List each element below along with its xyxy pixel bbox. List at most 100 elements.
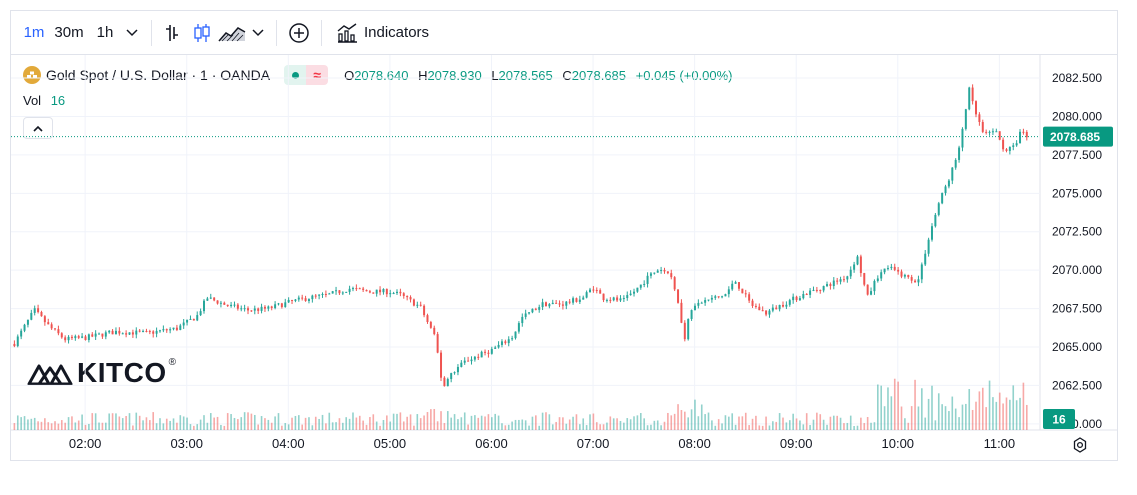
candle-body	[582, 297, 585, 300]
volume-bar	[795, 418, 798, 430]
candle-body	[81, 336, 84, 338]
candle-body	[798, 298, 801, 301]
candle-body	[592, 289, 595, 291]
volume-bar	[182, 416, 185, 430]
volume-legend: Vol 16	[23, 93, 65, 108]
candle-body	[13, 343, 16, 347]
candle-body	[260, 306, 263, 311]
interval-30m-button[interactable]: 30m	[54, 24, 84, 41]
candle-body	[900, 271, 903, 277]
candle-body	[920, 264, 923, 280]
volume-bar	[291, 417, 293, 430]
symbol-title[interactable]: Gold Spot / U.S. Dollar · 1 · OANDA	[46, 67, 271, 83]
volume-bar	[328, 412, 331, 430]
area-chart-type-icon[interactable]	[216, 18, 248, 48]
candle-body	[355, 288, 358, 290]
interval-dropdown-chevron-icon[interactable]	[121, 18, 143, 48]
candle-body	[643, 283, 646, 285]
volume-bar	[484, 416, 486, 430]
candle-body	[792, 296, 795, 301]
volume-bar	[274, 416, 276, 430]
chart-type-dropdown-chevron-icon[interactable]	[248, 18, 268, 48]
volume-bar	[846, 422, 849, 430]
market-status-badge[interactable]: ≈	[284, 65, 329, 85]
interval-1m-button[interactable]: 1m	[23, 24, 45, 41]
candle-body	[670, 273, 673, 278]
candle-body	[125, 333, 128, 335]
x-tick-label: 05:00	[374, 436, 407, 451]
candle-body	[318, 294, 321, 296]
candle-body	[142, 330, 145, 332]
candle-body	[741, 288, 744, 294]
candle-body	[54, 328, 57, 330]
candle-body	[219, 302, 222, 304]
volume-bar	[690, 409, 693, 430]
candle-body	[585, 292, 588, 298]
candle-body	[941, 192, 944, 204]
volume-bar	[931, 385, 933, 430]
toolbar-divider	[151, 19, 152, 46]
volume-bar	[551, 424, 554, 430]
candle-body	[826, 284, 829, 287]
volume-bar	[761, 425, 764, 430]
volume-bar	[298, 415, 300, 430]
volume-bar	[866, 417, 869, 430]
collapse-legend-button[interactable]	[23, 117, 53, 139]
candle-body	[257, 308, 260, 311]
candle-body	[870, 291, 873, 295]
interval-1h-button[interactable]: 1h	[96, 24, 114, 41]
indicators-icon	[336, 22, 358, 43]
bar-chart-type-icon[interactable]	[160, 18, 188, 48]
candle-body	[866, 284, 869, 295]
x-tick-label: 11:00	[984, 436, 1016, 451]
volume-bar	[907, 422, 910, 430]
volume-bar	[677, 404, 679, 430]
candle-body	[57, 329, 60, 334]
volume-value: 16	[50, 93, 66, 108]
chevron-up-icon	[33, 125, 43, 132]
candle-body	[277, 303, 280, 305]
candle-body	[954, 159, 957, 168]
volume-bar	[755, 415, 757, 430]
volume-bar	[819, 414, 822, 430]
volume-bar	[802, 424, 805, 430]
data-delay-icon: ≈	[306, 65, 329, 85]
candle-body	[203, 300, 206, 312]
candle-body	[409, 297, 412, 300]
candle-body	[605, 299, 608, 301]
volume-bar	[1025, 404, 1028, 430]
kitco-logo-icon	[27, 360, 73, 386]
volume-bar	[213, 417, 215, 430]
candle-body	[473, 356, 476, 360]
candle-body	[795, 296, 798, 301]
volume-bar	[941, 404, 943, 430]
volume-bar	[318, 418, 320, 430]
candle-body	[155, 330, 158, 334]
candles-chart-type-icon[interactable]	[188, 18, 216, 48]
volume-bar	[626, 418, 629, 430]
candle-body	[568, 301, 571, 303]
volume-bar	[145, 417, 148, 430]
volume-bar	[193, 425, 195, 430]
compare-add-symbol-icon[interactable]	[285, 18, 313, 48]
volume-bar	[768, 425, 771, 430]
settings-gear-icon[interactable]	[1072, 437, 1088, 453]
candle-body	[172, 327, 175, 330]
candle-body	[609, 299, 612, 301]
volume-bar	[504, 425, 507, 430]
candle-body	[538, 307, 541, 310]
candle-body	[111, 330, 114, 335]
indicators-button[interactable]: Indicators	[330, 18, 435, 48]
candle-body	[199, 311, 202, 316]
volume-bar	[772, 421, 774, 430]
open-label: O	[344, 67, 355, 83]
candle-body	[216, 300, 219, 304]
candle-body	[98, 333, 101, 335]
x-tick-label: 04:00	[272, 436, 305, 451]
volume-bar	[917, 406, 920, 430]
volume-bar	[863, 423, 866, 430]
candle-body	[1022, 131, 1025, 133]
candle-body	[985, 131, 988, 133]
candle-body	[761, 310, 764, 312]
